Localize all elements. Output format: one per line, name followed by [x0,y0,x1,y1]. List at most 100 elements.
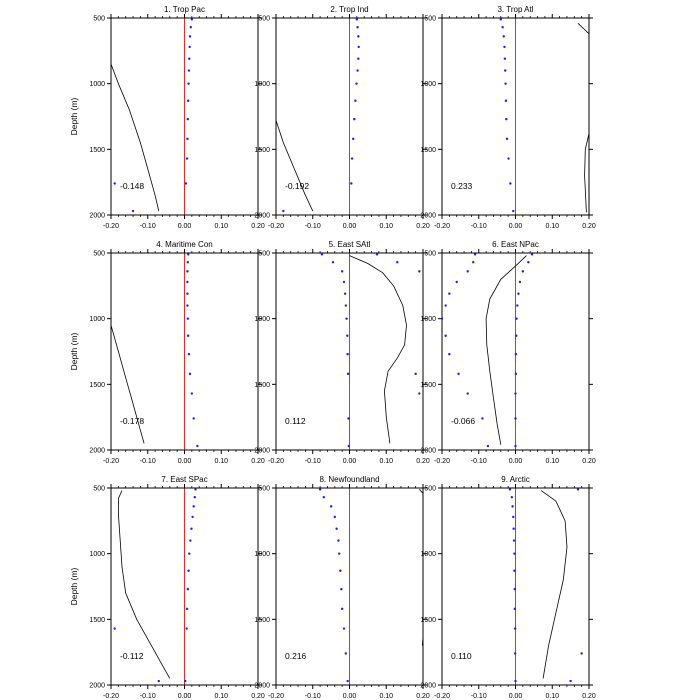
data-point [187,82,190,85]
x-tick-label: -0.20 [434,693,450,700]
data-point [510,495,514,499]
panel-title: 9. Arctic [501,475,529,484]
data-point [186,117,190,121]
x-tick-label: 0.10 [214,693,228,700]
data-point [131,209,135,213]
profile-curve [118,490,171,679]
data-point [527,260,530,264]
data-point [513,607,516,611]
data-point [473,253,477,256]
panel-data [111,253,199,448]
data-point [356,69,359,72]
x-tick-label: -0.20 [103,223,119,230]
profile-curve [540,490,568,679]
correlation-value: 0.110 [451,651,472,661]
data-point [355,18,359,21]
panel-2: 2. Trop Ind -0.20 -0.10 0.00 0.10 0.20 500 1000… [254,5,429,230]
data-point [282,209,285,213]
correlation-value: 0.233 [451,181,473,191]
panel-title: 8. Newfoundland [319,475,379,484]
x-tick-label: 0.20 [416,223,430,230]
x-tick-label: -0.10 [140,693,156,700]
x-tick-label: 0.00 [178,223,192,230]
y-tick-label: 2000 [254,683,270,690]
data-point [357,57,360,60]
data-point [444,304,447,307]
y-tick-label: 500 [424,486,436,493]
profile-curve [276,120,314,212]
y-tick-label: 2000 [89,213,105,220]
y-tick-label: 1500 [420,147,436,154]
data-point [188,372,192,376]
data-point [346,679,349,683]
data-point [186,280,189,284]
data-point [504,82,507,85]
data-point [448,352,451,356]
x-tick-label: 0.10 [379,223,393,230]
x-tick-label: 0.20 [582,458,596,465]
x-tick-label: 0.00 [343,223,357,230]
data-point [530,253,534,256]
panel-title: 3. Trop Atl [497,5,533,14]
data-point [507,157,510,160]
data-point [184,182,188,185]
data-point [340,270,344,273]
data-point [187,69,191,72]
data-point [502,35,505,38]
data-point [511,505,514,508]
data-point [186,587,190,591]
panel-3: 3. Trop Atl -0.20 -0.10 0.00 0.10 0.20 500 1000… [420,5,595,230]
data-point [347,444,350,448]
panel-data [113,488,197,683]
data-point [514,352,518,356]
y-tick-label: 1500 [254,382,270,389]
data-point [335,527,338,530]
x-tick-label: -0.20 [434,458,450,465]
x-tick-label: 0.00 [343,458,357,465]
x-tick-label: -0.10 [140,223,156,230]
data-point [189,25,192,29]
x-tick-label: 0.20 [416,458,430,465]
data-point [186,137,189,141]
y-axis-label: Depth (m) [69,332,79,370]
x-tick-label: 0.10 [545,693,559,700]
profile-curve [111,63,160,212]
data-point [569,679,572,683]
data-point [331,260,335,264]
data-point [186,292,189,295]
data-point [338,552,341,555]
panel-4: 4. Maritime Con -0.20 -0.10 0.00 0.10 0.20 500… [69,240,265,465]
correlation-value: 0.216 [285,651,307,661]
data-point [505,117,508,121]
data-point [521,270,525,273]
x-tick-label: 0.20 [251,693,265,700]
x-tick-label: 0.10 [214,223,228,230]
panel-data [111,18,194,213]
data-point [515,317,518,320]
data-point [189,539,192,542]
x-tick-label: 0.10 [545,223,559,230]
data-point [512,209,515,213]
y-tick-label: 1000 [89,81,105,88]
data-point [186,334,190,337]
data-point [514,392,517,395]
y-tick-label: 500 [258,486,270,493]
x-tick-label: -0.10 [471,458,487,465]
x-tick-label: 0.10 [379,458,393,465]
data-point [333,515,336,519]
x-tick-label: -0.10 [305,458,321,465]
data-point [512,539,516,542]
data-point [342,627,346,630]
x-tick-label: 0.00 [509,693,523,700]
data-point [353,117,356,121]
data-point [442,317,444,320]
data-point [515,334,518,337]
data-point [350,157,354,160]
y-tick-label: 500 [93,16,105,23]
x-tick-label: 0.00 [509,458,523,465]
data-point [340,607,344,611]
data-point [356,25,359,29]
data-point [344,652,348,655]
data-point [466,392,469,395]
panel-1: 1. Trop Pac -0.20 -0.10 0.00 0.10 0.20 500 1000… [69,5,265,230]
